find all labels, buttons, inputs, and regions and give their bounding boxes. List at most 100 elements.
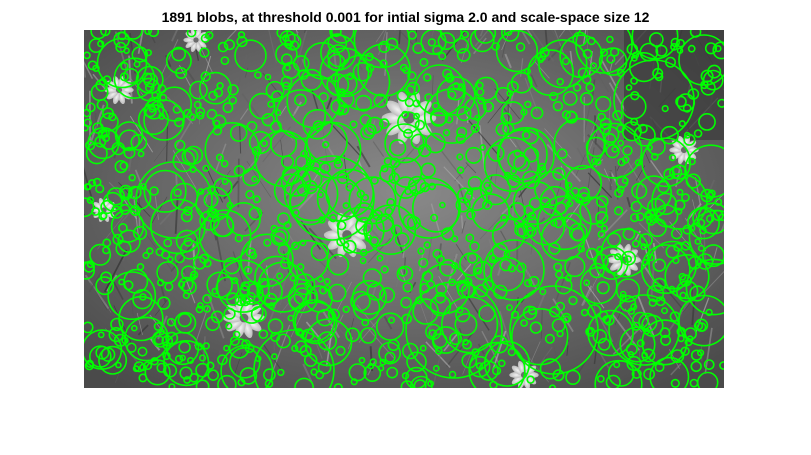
stem-streak — [530, 341, 541, 363]
stem-streak — [614, 307, 624, 325]
blob-circle — [328, 283, 347, 303]
blob-circle — [84, 197, 95, 218]
blob-circle — [205, 316, 221, 332]
blob-circle — [327, 253, 350, 276]
stem-streak — [325, 327, 334, 367]
blob-circle — [310, 368, 318, 376]
blob-circle — [660, 307, 668, 315]
blob-circle — [223, 39, 235, 51]
blob-circle — [678, 294, 724, 347]
blob-circle — [267, 318, 284, 334]
blob-circle — [597, 112, 607, 122]
blob-circle — [625, 84, 633, 91]
blob-circle — [608, 294, 680, 366]
blob-circle — [304, 318, 353, 367]
blob-circle — [333, 383, 343, 388]
stem-streak — [239, 123, 242, 154]
blob-circle — [655, 44, 668, 57]
stem-streak — [325, 271, 339, 286]
blob-circle — [436, 76, 476, 116]
stem-streak — [524, 77, 538, 112]
blob-circle — [193, 100, 202, 109]
blob-circle — [217, 41, 229, 53]
blob-circle — [200, 71, 211, 82]
blob-circle — [319, 47, 370, 98]
stem-streak — [171, 30, 179, 42]
blob-circle — [263, 238, 272, 247]
blob-circle — [118, 295, 164, 342]
blob-circle — [678, 120, 686, 128]
blob-circle — [476, 87, 485, 97]
blob-circle — [456, 48, 471, 62]
blob-circle — [621, 155, 630, 164]
blob-circle — [143, 169, 187, 213]
blob-circle — [401, 342, 419, 360]
stem-streak — [153, 137, 173, 162]
stem-streak — [594, 115, 597, 145]
blob-circle — [148, 30, 160, 38]
blob-circle — [149, 186, 159, 196]
stem-streak — [383, 316, 393, 330]
stem-streak — [105, 303, 112, 313]
blob-circle — [524, 279, 533, 288]
stem-streak — [97, 216, 124, 250]
blob-circle — [419, 57, 429, 67]
blob-circle — [522, 305, 538, 320]
stem-streak — [425, 341, 451, 368]
stem-streak — [137, 324, 149, 336]
blob-circle — [693, 129, 703, 138]
blob-circle — [681, 193, 690, 202]
blob-circle — [84, 108, 92, 118]
blob-circle — [509, 285, 599, 375]
stem-streak — [297, 180, 327, 211]
stem-streak — [234, 352, 243, 375]
blob-circle — [232, 330, 241, 339]
blob-circle — [335, 345, 346, 357]
blob-circle — [237, 378, 246, 387]
blob-circle — [705, 214, 715, 224]
flower-center — [193, 37, 199, 43]
blob-circle — [336, 73, 358, 95]
stem-streak — [356, 304, 376, 328]
blob-circle — [286, 74, 341, 129]
blob-circle — [685, 258, 724, 316]
blob-circle — [217, 374, 237, 388]
blob-circle — [696, 322, 707, 332]
stem-streak — [84, 60, 94, 79]
stem-streak — [175, 173, 178, 186]
blob-circle — [427, 38, 437, 47]
stem-streak — [202, 55, 212, 85]
blob-circle — [362, 268, 382, 288]
blob-circle — [601, 224, 608, 232]
blob-circle — [300, 149, 309, 158]
blob-circle — [181, 265, 197, 281]
blob-circle — [137, 150, 145, 158]
blob-circle — [178, 276, 194, 292]
blob-circle — [337, 206, 385, 255]
blob-circle — [293, 93, 307, 107]
blob-circle — [469, 241, 480, 252]
blob-circle — [156, 86, 193, 122]
stem-streak — [461, 215, 463, 229]
blob-circle — [215, 153, 224, 162]
blob-circle — [549, 91, 559, 102]
blob-circle — [239, 285, 251, 296]
blob-circle — [97, 331, 105, 339]
blob-circle — [528, 275, 540, 288]
blob-circle — [413, 379, 427, 388]
blob-circle — [597, 337, 611, 351]
blob-circle — [456, 105, 472, 122]
blob-circle — [114, 160, 128, 174]
blob-circle — [595, 95, 612, 113]
blob-circle — [226, 202, 261, 237]
stem-streak — [128, 55, 133, 104]
blob-circle — [539, 185, 571, 217]
stem-streak — [558, 30, 566, 38]
figure-title: 1891 blobs, at threshold 0.001 for intia… — [161, 9, 650, 25]
blob-circle — [600, 228, 650, 278]
blob-circle — [586, 122, 643, 179]
blob-circle — [501, 30, 520, 42]
stem-streak — [174, 197, 179, 234]
blob-circle — [405, 281, 503, 379]
blob-circle — [361, 318, 370, 327]
